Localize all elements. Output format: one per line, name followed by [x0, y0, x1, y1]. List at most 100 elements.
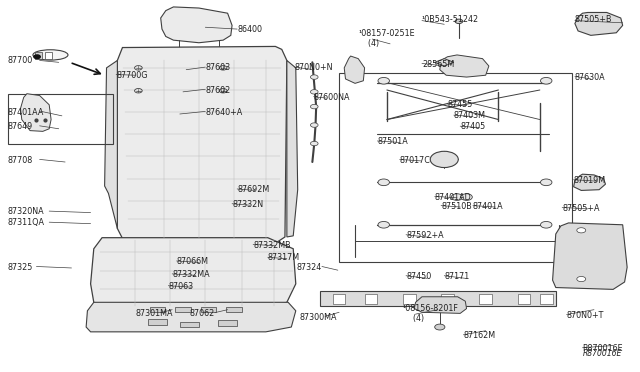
Text: 87455: 87455 [447, 100, 473, 109]
Text: 87320NA: 87320NA [8, 207, 44, 217]
Circle shape [461, 194, 472, 201]
Text: 87401A: 87401A [473, 202, 504, 211]
Bar [148, 319, 167, 325]
Text: ¹0B543-51242: ¹0B543-51242 [422, 15, 479, 24]
Text: 87692M: 87692M [237, 185, 269, 194]
Text: 87325: 87325 [8, 263, 33, 272]
Circle shape [451, 194, 463, 201]
Polygon shape [20, 94, 51, 131]
Text: 87062: 87062 [189, 309, 214, 318]
Text: 87649: 87649 [8, 122, 33, 131]
Bar [45, 52, 52, 59]
Text: 87324: 87324 [296, 263, 322, 272]
Text: 87708: 87708 [8, 155, 33, 165]
Text: 87311QA: 87311QA [8, 218, 45, 227]
Circle shape [310, 141, 318, 146]
Bar [518, 294, 531, 304]
Circle shape [435, 324, 445, 330]
Text: 87630A: 87630A [575, 73, 605, 81]
Text: 87640+A: 87640+A [205, 108, 243, 117]
Text: 87017C: 87017C [399, 155, 431, 165]
Polygon shape [287, 61, 298, 237]
Circle shape [577, 276, 586, 282]
Polygon shape [117, 46, 287, 243]
Text: 87700: 87700 [8, 56, 33, 65]
Bar [227, 307, 242, 311]
Text: 86400: 86400 [237, 25, 262, 33]
Circle shape [34, 55, 40, 59]
Text: 87450: 87450 [406, 272, 431, 281]
Polygon shape [435, 59, 454, 66]
Bar [175, 307, 191, 311]
Circle shape [430, 151, 458, 167]
Bar [540, 294, 552, 304]
Polygon shape [161, 7, 232, 43]
Polygon shape [86, 302, 296, 332]
Bar [218, 320, 237, 326]
Text: 87505+B: 87505+B [575, 15, 612, 24]
Ellipse shape [33, 50, 68, 60]
Bar [333, 294, 346, 304]
Polygon shape [91, 238, 296, 309]
Text: R870016E: R870016E [582, 350, 622, 359]
Polygon shape [344, 56, 365, 83]
Polygon shape [104, 61, 117, 228]
Circle shape [540, 179, 552, 186]
Polygon shape [320, 291, 556, 306]
Text: 87401AA: 87401AA [8, 108, 44, 117]
Circle shape [577, 228, 586, 233]
Text: ¹08156-8201F
    (4): ¹08156-8201F (4) [403, 304, 459, 323]
Text: 87403M: 87403M [454, 111, 486, 121]
Bar [35, 52, 42, 59]
Bar [180, 321, 199, 327]
Bar [479, 294, 492, 304]
Text: 87603: 87603 [205, 63, 230, 72]
Text: 87300MA: 87300MA [300, 312, 337, 321]
Polygon shape [414, 297, 467, 313]
Text: 87602: 87602 [205, 86, 230, 94]
Circle shape [378, 77, 390, 84]
Bar [201, 307, 216, 311]
Text: 87501A: 87501A [378, 137, 408, 146]
Bar [403, 294, 415, 304]
Bar [8, 94, 113, 144]
Circle shape [310, 75, 318, 79]
Circle shape [540, 77, 552, 84]
Circle shape [310, 123, 318, 127]
Circle shape [540, 221, 552, 228]
Polygon shape [575, 13, 623, 35]
Text: ¹08157-0251E
    (4): ¹08157-0251E (4) [358, 29, 415, 48]
Text: 87505+A: 87505+A [562, 203, 600, 213]
Text: 87510B: 87510B [441, 202, 472, 211]
Text: 87401AD: 87401AD [435, 193, 472, 202]
Text: 87019M: 87019M [573, 176, 605, 185]
Text: 87332N: 87332N [232, 200, 263, 209]
Text: R870016E: R870016E [582, 344, 623, 353]
Text: 87063: 87063 [168, 282, 193, 291]
Text: 87405: 87405 [460, 122, 485, 131]
Bar [441, 294, 454, 304]
Text: 87301MA: 87301MA [135, 309, 173, 318]
Circle shape [310, 105, 318, 109]
Polygon shape [552, 223, 627, 289]
Text: 87171: 87171 [444, 272, 470, 281]
Polygon shape [440, 55, 489, 77]
Text: 87332MA: 87332MA [172, 270, 210, 279]
Bar [150, 307, 165, 311]
Text: 870N0+T: 870N0+T [566, 311, 604, 320]
Circle shape [455, 19, 463, 23]
Bar [339, 73, 572, 262]
Bar [365, 294, 378, 304]
Text: 87700G: 87700G [116, 71, 148, 80]
Text: 87317M: 87317M [268, 253, 300, 263]
Text: 870N0+N: 870N0+N [294, 63, 333, 72]
Text: 87600NA: 87600NA [314, 93, 350, 102]
Circle shape [310, 90, 318, 94]
Text: 87162M: 87162M [463, 331, 495, 340]
Text: 87592+A: 87592+A [406, 231, 444, 240]
Polygon shape [573, 174, 605, 190]
Circle shape [378, 221, 390, 228]
Text: 87066M: 87066M [177, 257, 209, 266]
Text: 87332MB: 87332MB [253, 241, 291, 250]
Text: 28565M: 28565M [422, 60, 454, 69]
